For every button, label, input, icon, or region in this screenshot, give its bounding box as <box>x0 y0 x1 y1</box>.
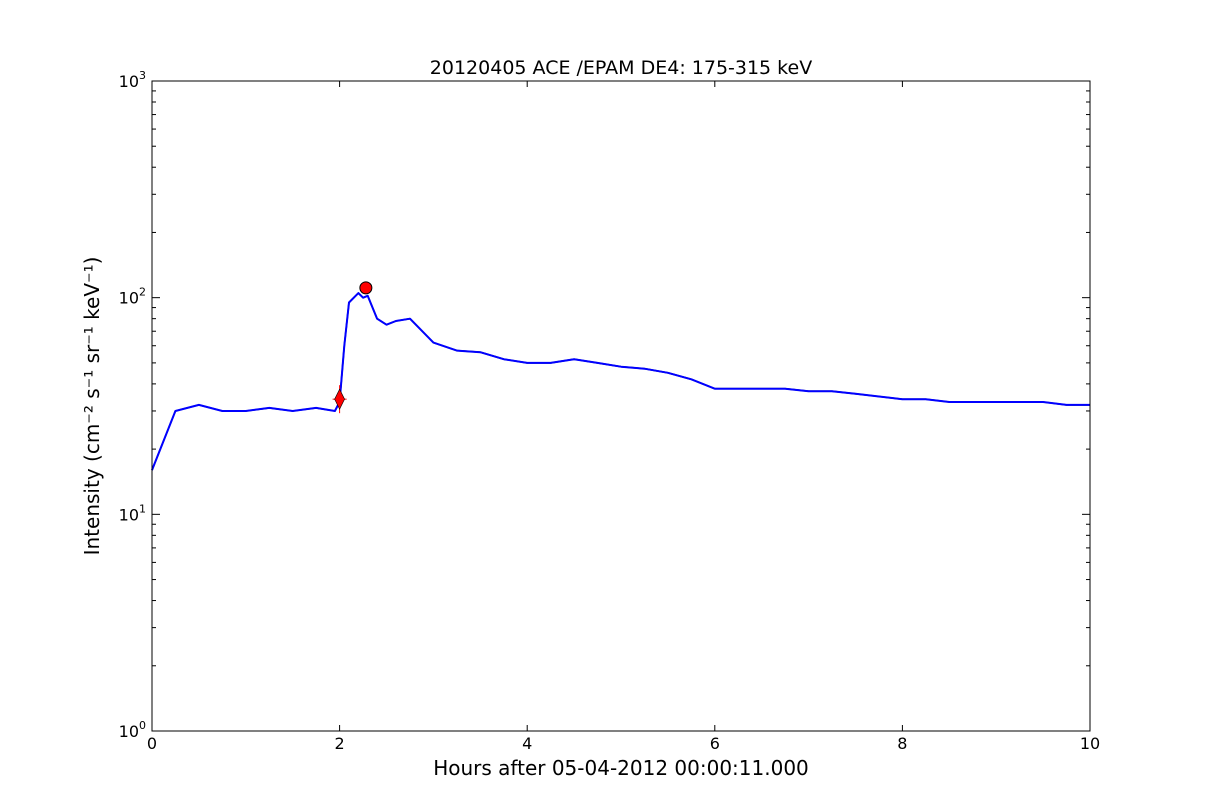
x-tick-label: 2 <box>335 734 345 753</box>
y-tick-label: 100 <box>119 719 146 741</box>
series-line-1 <box>151 292 1090 471</box>
tick-layer: 0 2 4 6 8 10 100 101 102 103 <box>119 69 1101 753</box>
y-tick-label: 101 <box>119 502 146 524</box>
chart-title: 20120405 ACE /EPAM DE4: 175-315 keV <box>430 57 812 79</box>
series-layer <box>151 292 1090 471</box>
marker-layer <box>332 281 373 414</box>
y-tick-label: 102 <box>119 286 146 308</box>
plot-frame <box>151 80 1091 732</box>
y-axis-label: Intensity (cm⁻² s⁻¹ sr⁻¹ keV⁻¹) <box>80 257 104 556</box>
onset-diamond-marker <box>334 388 345 410</box>
x-axis-label: Hours after 05-04-2012 00:00:11.000 <box>433 756 809 780</box>
x-tick-label: 4 <box>522 734 532 753</box>
x-tick-label: 8 <box>897 734 907 753</box>
peak-circle-marker <box>359 281 373 295</box>
series-line-2 <box>151 292 1090 471</box>
x-tick-label: 10 <box>1080 734 1100 753</box>
x-tick-label: 6 <box>710 734 720 753</box>
y-tick-label: 103 <box>119 69 146 91</box>
x-tick-label: 0 <box>147 734 157 753</box>
